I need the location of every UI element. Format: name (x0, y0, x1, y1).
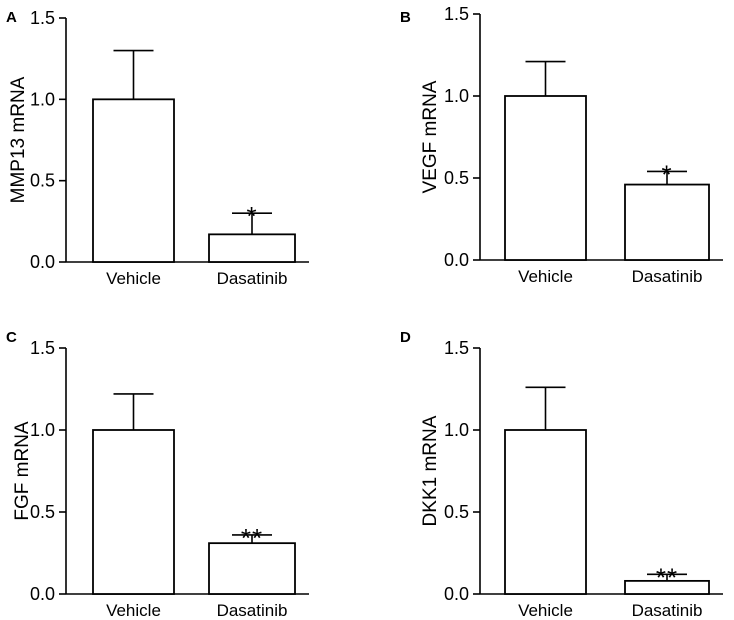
y-tick-label: 1.5 (444, 4, 469, 24)
panel-letter: A (6, 9, 17, 26)
panel-letter: D (400, 329, 411, 346)
y-tick-label: 1.5 (444, 338, 469, 358)
x-tick-label: Vehicle (106, 601, 161, 620)
significance-marker: ** (656, 562, 678, 592)
y-tick-label: 0.0 (444, 584, 469, 604)
bar-dasatinib (624, 183, 710, 261)
bar-dasatinib (208, 233, 296, 263)
significance-marker: * (661, 159, 672, 189)
y-tick-label: 0.5 (444, 168, 469, 188)
x-tick-label: Dasatinib (632, 267, 703, 286)
x-tick-label: Vehicle (518, 601, 573, 620)
x-tick-label: Vehicle (518, 267, 573, 286)
panel-c: C 0.0 0.5 1.0 1.5 FGF mRNA Vehicle Dasatinib ** (6, 329, 309, 620)
y-tick-label: 0.5 (30, 171, 55, 191)
panel-b: B 0.0 0.5 1.0 1.5 VEGF mRNA Vehicle Dasatinib * (400, 4, 723, 286)
y-axis-label: MMP13 mRNA (8, 76, 29, 203)
y-tick-label: 0.5 (444, 502, 469, 522)
y-axis-label: FGF mRNA (12, 421, 33, 521)
x-tick-label: Dasatinib (217, 601, 288, 620)
panel-letter: C (6, 329, 17, 346)
y-tick-label: 1.0 (30, 89, 55, 109)
bar-vehicle (504, 95, 587, 261)
y-tick-label: 0.0 (444, 250, 469, 270)
y-tick-label: 1.0 (30, 420, 55, 440)
y-tick-label: 0.0 (30, 584, 55, 604)
y-axis-label: VEGF mRNA (420, 80, 441, 193)
y-tick-label: 1.0 (444, 86, 469, 106)
y-tick-label: 1.5 (30, 338, 55, 358)
y-axis-label: DKK1 mRNA (420, 415, 441, 526)
panel-d: D 0.0 0.5 1.0 1.5 DKK1 mRNA Vehicle Dasatinib ** (400, 329, 723, 620)
y-tick-label: 0.5 (30, 502, 55, 522)
y-tick-label: 0.0 (30, 252, 55, 272)
bar-dasatinib (624, 579, 710, 595)
panel-letter: B (400, 9, 411, 26)
significance-marker: ** (241, 523, 263, 553)
significance-marker: * (246, 201, 257, 231)
x-tick-label: Dasatinib (217, 269, 288, 288)
panel-a: A 0.0 0.5 1.0 1.5 MMP13 mRNA Vehicle Dasatinib * (6, 8, 309, 288)
bar-vehicle (504, 429, 587, 595)
y-tick-label: 1.5 (30, 8, 55, 28)
x-tick-label: Dasatinib (632, 601, 703, 620)
bar-vehicle (92, 429, 175, 595)
x-tick-label: Vehicle (106, 269, 161, 288)
bar-dasatinib (208, 542, 296, 595)
y-tick-label: 1.0 (444, 420, 469, 440)
bar-vehicle (92, 98, 175, 263)
